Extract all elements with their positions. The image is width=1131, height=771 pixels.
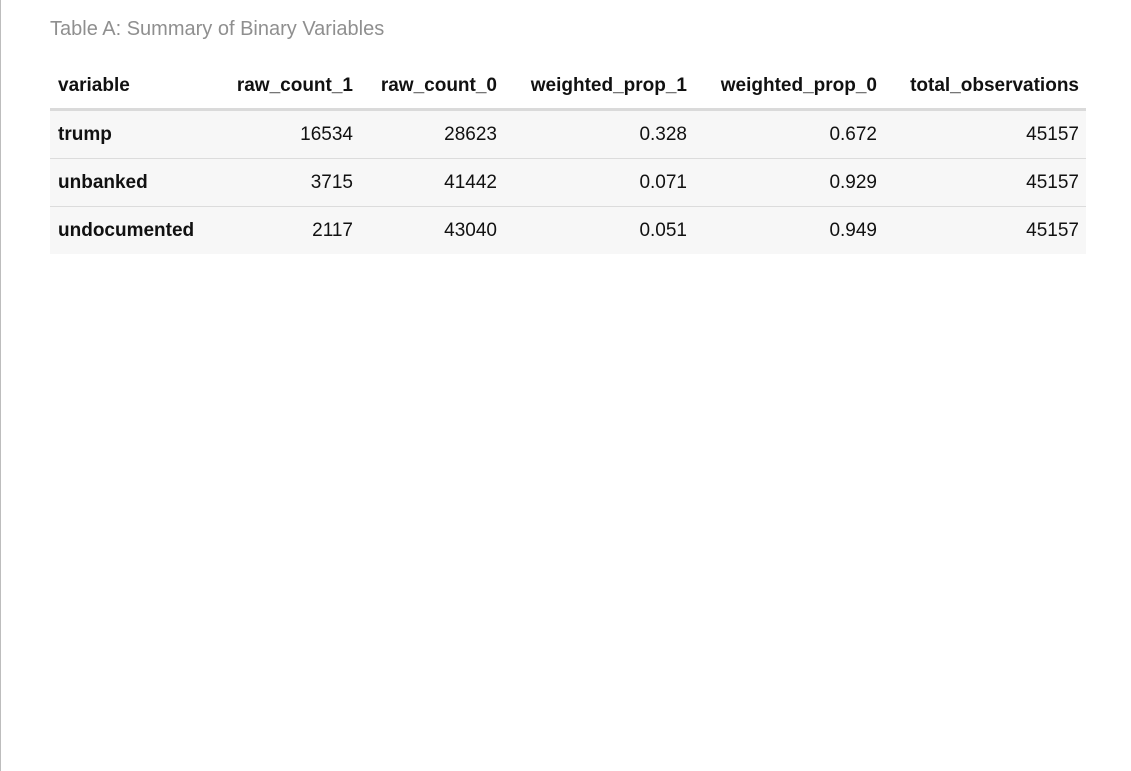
table-row: trump 16534 28623 0.328 0.672 45157 [50,109,1086,159]
table-row: unbanked 3715 41442 0.071 0.929 45157 [50,158,1086,207]
column-header-weighted-prop-0: weighted_prop_0 [694,64,884,111]
cell-weighted-prop-1: 0.328 [504,109,694,159]
cell-total-observations: 45157 [884,206,1086,254]
table-caption: Table A: Summary of Binary Variables [50,18,385,40]
page-left-border [0,0,1,771]
cell-total-observations: 45157 [884,158,1086,207]
cell-weighted-prop-1: 0.051 [504,206,694,254]
column-header-raw-count-0: raw_count_0 [360,64,504,111]
cell-variable: unbanked [50,158,216,207]
cell-weighted-prop-0: 0.949 [694,206,884,254]
cell-raw-count-0: 28623 [360,109,504,159]
cell-raw-count-1: 2117 [216,206,360,254]
cell-weighted-prop-1: 0.071 [504,158,694,207]
column-header-raw-count-1: raw_count_1 [216,64,360,111]
cell-raw-count-0: 43040 [360,206,504,254]
cell-variable: undocumented [50,206,216,254]
cell-raw-count-1: 3715 [216,158,360,207]
table-row: undocumented 2117 43040 0.051 0.949 4515… [50,206,1086,254]
cell-raw-count-0: 41442 [360,158,504,207]
table-header-row: variable raw_count_1 raw_count_0 weighte… [50,64,1086,111]
column-header-weighted-prop-1: weighted_prop_1 [504,64,694,111]
cell-raw-count-1: 16534 [216,109,360,159]
cell-total-observations: 45157 [884,109,1086,159]
column-header-variable: variable [50,64,216,111]
cell-weighted-prop-0: 0.672 [694,109,884,159]
column-header-total-observations: total_observations [884,64,1086,111]
table-container: Table A: Summary of Binary Variables var… [50,14,1086,254]
cell-variable: trump [50,109,216,159]
cell-weighted-prop-0: 0.929 [694,158,884,207]
summary-table: variable raw_count_1 raw_count_0 weighte… [50,64,1086,254]
